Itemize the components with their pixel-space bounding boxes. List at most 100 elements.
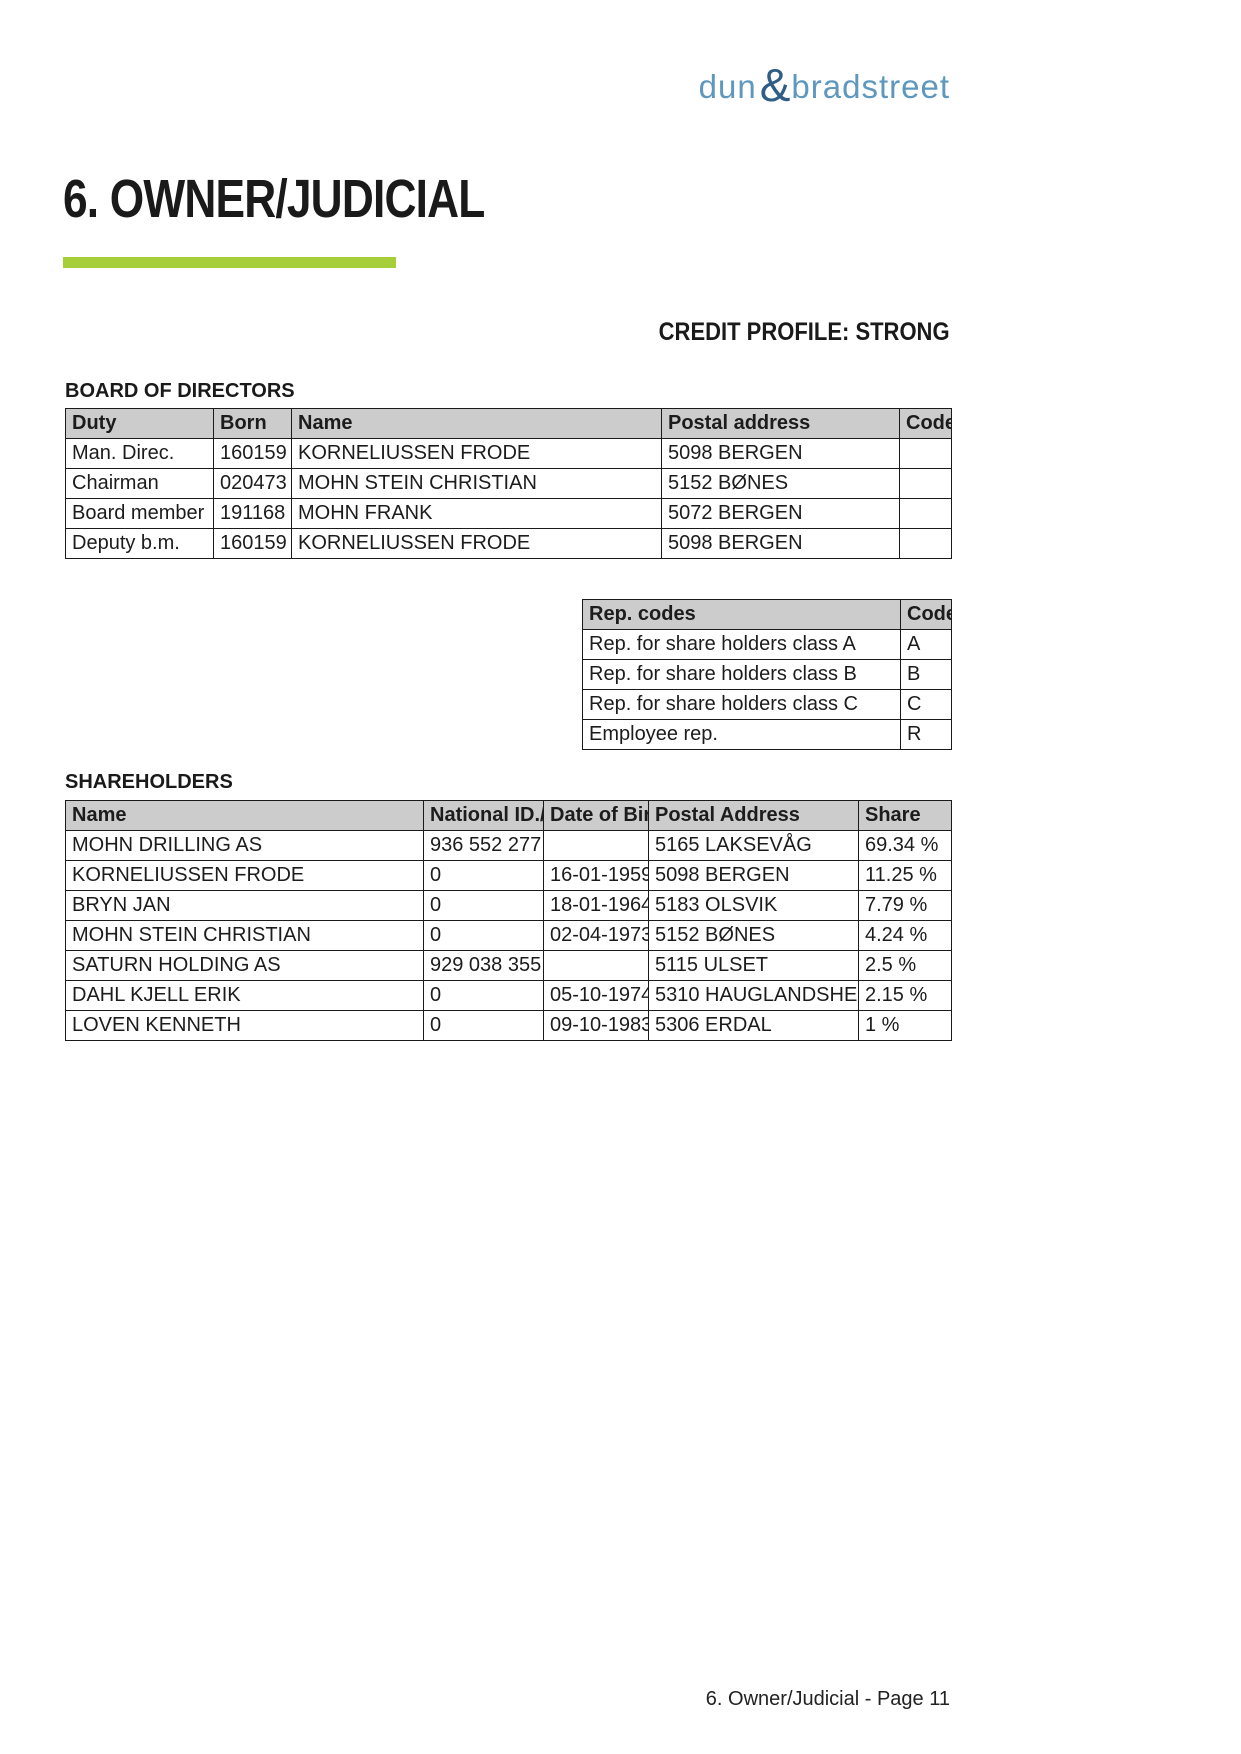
table-cell <box>899 438 952 469</box>
table-row: SATURN HOLDING AS 929 038 355 5115 ULSET 2.… <box>65 950 952 981</box>
cell-text: 5098 BERGEN <box>655 864 790 886</box>
cell-text: 4.24 % <box>865 924 928 946</box>
table-row: Chairman 020473 MOHN STEIN CHRISTIAN 5152 B… <box>65 468 952 499</box>
column-header: Rep. codes <box>582 599 901 630</box>
table-cell: LOVEN KENNETH <box>65 1010 424 1041</box>
table-cell: KORNELIUSSEN FRODE <box>291 438 662 469</box>
cell-text: 0 <box>430 984 442 1006</box>
cell-text: KORNELIUSSEN FRODE <box>298 532 531 554</box>
board-of-directors-heading: BOARD OF DIRECTORS <box>65 380 295 402</box>
column-header-label: Rep. codes <box>589 603 696 625</box>
cell-text: 02-04-1973 <box>550 924 649 946</box>
cell-text: MOHN STEIN CHRISTIAN <box>72 924 311 946</box>
table-cell: 5306 ERDAL <box>648 1010 859 1041</box>
table-cell: 0 <box>423 890 544 921</box>
cell-text: Board member <box>72 502 205 524</box>
cell-text: 936 552 277 <box>430 834 542 856</box>
table-cell: 16-01-1959 <box>543 860 649 891</box>
table-cell: MOHN STEIN CHRISTIAN <box>291 468 662 499</box>
column-header: Code <box>900 599 952 630</box>
column-header: Postal address <box>661 408 900 439</box>
table-row: KORNELIUSSEN FRODE 0 16-01-1959 5098 BERGEN… <box>65 860 952 891</box>
column-header-label: Duty <box>72 412 117 434</box>
table-cell: Rep. for share holders class B <box>582 659 901 690</box>
logo-ampersand-icon: & <box>759 59 791 111</box>
table-cell: KORNELIUSSEN FRODE <box>291 528 662 559</box>
table-cell: MOHN DRILLING AS <box>65 830 424 861</box>
column-header: Duty <box>65 408 214 439</box>
cell-text: 0 <box>430 1014 442 1036</box>
table-row: Rep. for share holders class A A <box>582 629 952 660</box>
cell-text: 5165 LAKSEVÅG <box>655 834 812 856</box>
logo-text-dun: dun <box>698 68 757 105</box>
shareholders-heading: SHAREHOLDERS <box>65 771 233 793</box>
table-cell: 5152 BØNES <box>661 468 900 499</box>
table-row: LOVEN KENNETH 0 09-10-1983 5306 ERDAL 1 % <box>65 1010 952 1041</box>
table-cell: 05-10-1974 <box>543 980 649 1011</box>
cell-text: 2.15 % <box>865 984 928 1006</box>
column-header-label: Date of Birth <box>550 804 648 826</box>
table-cell: 18-01-1964 <box>543 890 649 921</box>
table-cell: 7.79 % <box>858 890 952 921</box>
cell-text: Deputy b.m. <box>72 532 180 554</box>
table-cell: 5072 BERGEN <box>661 498 900 529</box>
table-cell: 5165 LAKSEVÅG <box>648 830 859 861</box>
cell-text: MOHN FRANK <box>298 502 433 524</box>
table-cell: 5098 BERGEN <box>661 528 900 559</box>
table-cell: 1 % <box>858 1010 952 1041</box>
cell-text: 2.5 % <box>865 954 917 976</box>
shareholders-table: Name National ID./ VAT Date of Birth Postal… <box>65 800 952 1041</box>
title-accent-bar <box>63 257 396 268</box>
cell-text: Rep. for share holders class C <box>589 693 859 715</box>
cell-text: Employee rep. <box>589 723 718 745</box>
cell-text: DAHL KJELL ERIK <box>72 984 241 1006</box>
column-header: Code <box>899 408 952 439</box>
table-cell <box>899 528 952 559</box>
table-cell: R <box>900 719 952 750</box>
table-cell: 5310 HAUGLANDSHELLA <box>648 980 859 1011</box>
cell-text: BRYN JAN <box>72 894 171 916</box>
column-header: Name <box>65 800 424 831</box>
table-cell: 0 <box>423 1010 544 1041</box>
cell-text: LOVEN KENNETH <box>72 1014 241 1036</box>
table-cell <box>543 830 649 861</box>
table-cell: 2.5 % <box>858 950 952 981</box>
table-cell: 5115 ULSET <box>648 950 859 981</box>
column-header-label: Share <box>865 804 921 826</box>
cell-text: A <box>907 633 921 655</box>
cell-text: 09-10-1983 <box>550 1014 649 1036</box>
table-cell: B <box>900 659 952 690</box>
cell-text: 0 <box>430 924 442 946</box>
cell-text: 191168 <box>220 502 286 524</box>
cell-text: 5310 HAUGLANDSHELLA <box>655 984 858 1006</box>
cell-text: 0 <box>430 864 442 886</box>
column-header: National ID./ VAT <box>423 800 544 831</box>
cell-text: Chairman <box>72 472 159 494</box>
cell-text: 69.34 % <box>865 834 939 856</box>
table-cell <box>899 468 952 499</box>
table-row: DAHL KJELL ERIK 0 05-10-1974 5310 HAUGLANDS… <box>65 980 952 1011</box>
cell-text: Man. Direc. <box>72 442 175 464</box>
cell-text: 5152 BØNES <box>655 924 776 946</box>
cell-text: 160159 <box>220 442 287 464</box>
table-cell: 5098 BERGEN <box>648 860 859 891</box>
table-cell: 0 <box>423 980 544 1011</box>
table-row: BRYN JAN 0 18-01-1964 5183 OLSVIK 7.79 % <box>65 890 952 921</box>
column-header-label: Postal address <box>668 412 811 434</box>
table-cell: 11.25 % <box>858 860 952 891</box>
column-header-label: Name <box>72 804 127 826</box>
table-row: Board member 191168 MOHN FRANK 5072 BERGEN <box>65 498 952 529</box>
cell-text: Rep. for share holders class B <box>589 663 857 685</box>
table-cell: Chairman <box>65 468 214 499</box>
table-row: Rep. for share holders class B B <box>582 659 952 690</box>
cell-text: 5098 BERGEN <box>668 442 803 464</box>
cell-text: 5306 ERDAL <box>655 1014 772 1036</box>
cell-text: KORNELIUSSEN FRODE <box>72 864 305 886</box>
table-cell: 5152 BØNES <box>648 920 859 951</box>
cell-text: 05-10-1974 <box>550 984 649 1006</box>
cell-text: 5183 OLSVIK <box>655 894 778 916</box>
table-cell: Deputy b.m. <box>65 528 214 559</box>
table-cell: 2.15 % <box>858 980 952 1011</box>
column-header: Share <box>858 800 952 831</box>
cell-text: Rep. for share holders class A <box>589 633 856 655</box>
